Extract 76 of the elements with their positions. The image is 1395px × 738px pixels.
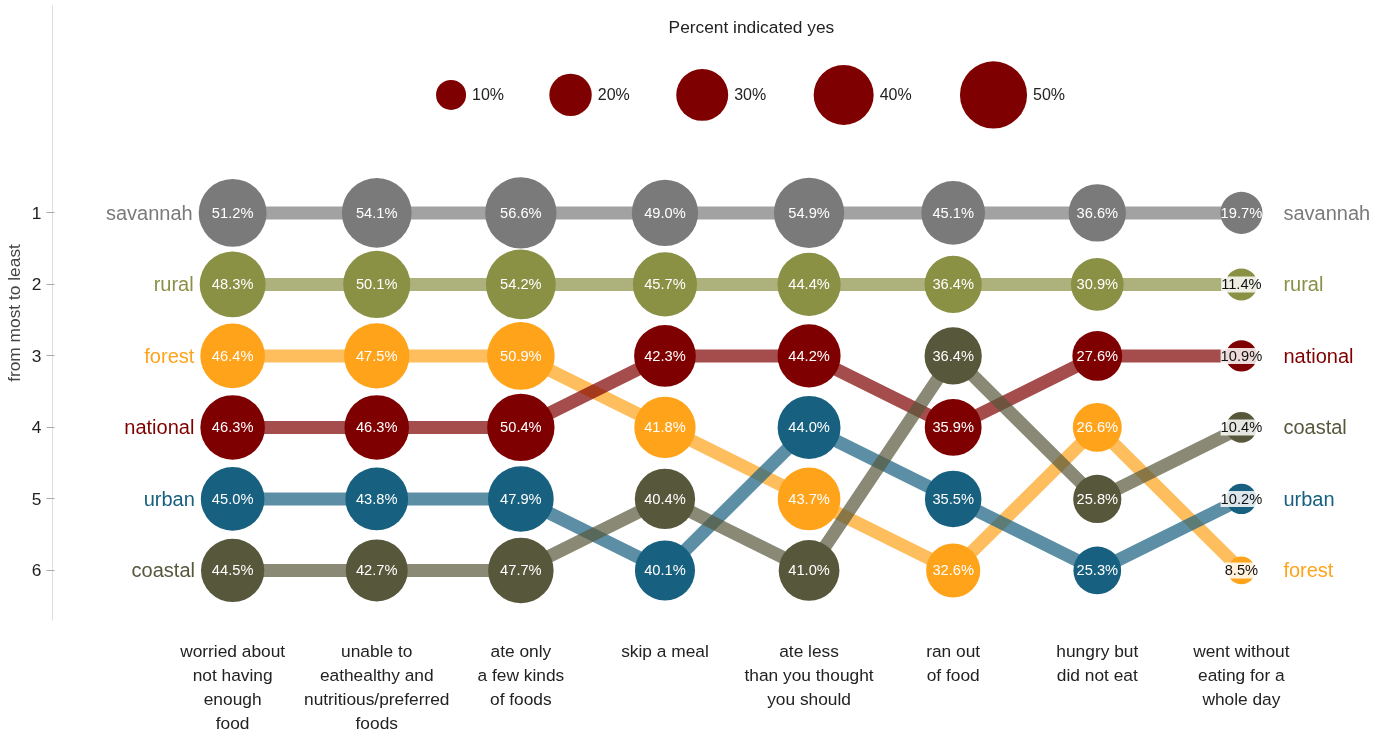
data-label: 41.0% <box>788 562 830 579</box>
data-label: 47.7% <box>500 562 542 579</box>
series-label: urban <box>143 487 195 510</box>
legend-label: 30% <box>734 86 767 104</box>
series-label: savannah <box>105 201 193 224</box>
data-label: 44.5% <box>211 562 254 579</box>
y-tick-label: 3 <box>31 345 42 366</box>
y-axis-title: from most to least <box>3 243 24 382</box>
text: urban <box>1283 487 1335 510</box>
data-label: 45.0% <box>211 490 254 507</box>
data-label: 47.5% <box>355 347 398 364</box>
y-tick-label: 4 <box>31 417 42 438</box>
series-label: national <box>124 416 195 439</box>
data-label: 50.4% <box>500 419 542 436</box>
legend-label: 20% <box>597 86 630 104</box>
y-tick-label: 2 <box>31 274 42 295</box>
x-tick-label: went without eating for a whole day <box>1192 640 1290 709</box>
data-label: 49.0% <box>644 204 686 221</box>
text: forest <box>1283 559 1334 582</box>
x-tick-label: worried about not having enough food <box>179 640 286 733</box>
legend-label: 50% <box>1033 86 1066 104</box>
x-tick-label: ran out of food <box>926 640 981 685</box>
data-label: 50.1% <box>355 276 398 293</box>
data-label: 35.5% <box>932 490 974 507</box>
y-tick-label: 6 <box>31 560 42 581</box>
data-label: 25.3% <box>1076 562 1119 579</box>
data-label: 43.7% <box>788 490 830 507</box>
data-label: 40.1% <box>644 562 686 579</box>
legend-label: 40% <box>879 86 912 104</box>
data-label: 35.9% <box>932 419 974 436</box>
text: rural <box>1283 273 1324 296</box>
data-label: 25.8% <box>1076 490 1119 507</box>
data-label: 44.2% <box>788 347 830 364</box>
data-label: 42.3% <box>644 347 686 364</box>
data-label: 54.1% <box>355 204 398 221</box>
data-label: 48.3% <box>211 276 254 293</box>
data-label: 19.7% <box>1220 204 1263 221</box>
data-label: 42.7% <box>355 562 398 579</box>
data-label: 50.9% <box>500 347 542 364</box>
data-label: 51.2% <box>211 204 254 221</box>
data-label: 56.6% <box>500 204 542 221</box>
series-label: coastal <box>131 559 195 582</box>
data-label: 54.9% <box>788 204 830 221</box>
data-label: 44.4% <box>788 276 830 293</box>
x-tick-label: ate only a few kinds of foods <box>477 640 565 709</box>
data-label: 47.9% <box>500 490 542 507</box>
data-label: 32.6% <box>932 562 974 579</box>
data-label: 26.6% <box>1076 419 1119 436</box>
data-label: 44.0% <box>788 419 830 436</box>
data-label: 30.9% <box>1076 276 1119 293</box>
x-tick-label: unable to eathealthy and nutritious/preferred foods <box>304 640 450 733</box>
data-label: 45.1% <box>932 204 974 221</box>
x-tick-label: hungry but did not eat <box>1056 640 1139 685</box>
text: savannah <box>1283 201 1371 224</box>
y-tick-label: 1 <box>31 202 42 223</box>
data-label: 43.8% <box>355 490 398 507</box>
x-tick-label: skip a meal <box>621 640 709 661</box>
data-label: 36.4% <box>932 347 974 364</box>
data-label: 46.3% <box>355 419 398 436</box>
x-tick-label: ate less than you thought you should <box>744 640 874 709</box>
series-label: forest <box>144 344 195 367</box>
data-label: 27.6% <box>1076 347 1119 364</box>
text: coastal <box>1283 416 1347 439</box>
series-label: rural <box>153 273 194 296</box>
data-label: 40.4% <box>644 490 686 507</box>
data-label: 45.7% <box>644 276 686 293</box>
legend-label: 10% <box>472 86 505 104</box>
data-label: 41.8% <box>644 419 686 436</box>
data-label: 36.6% <box>1076 204 1119 221</box>
data-label: 36.4% <box>932 276 974 293</box>
data-label: 46.4% <box>211 347 254 364</box>
data-label: 46.3% <box>211 419 254 436</box>
data-label: 54.2% <box>500 276 542 293</box>
text: national <box>1283 344 1354 367</box>
legend-title: Percent indicated yes <box>668 16 835 37</box>
y-tick-label: 5 <box>31 488 42 509</box>
